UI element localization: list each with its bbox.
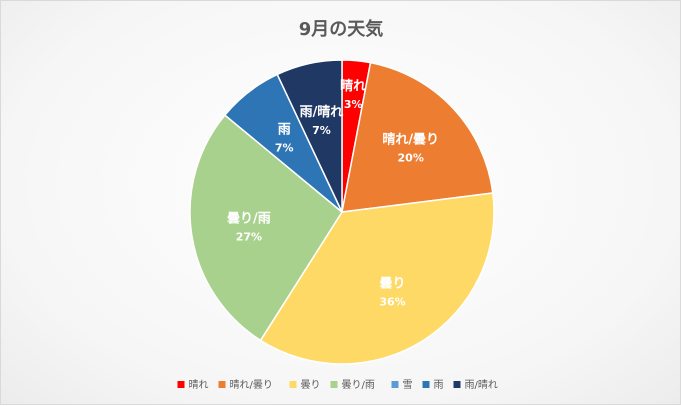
- slice-percent-label: 27%: [236, 231, 262, 244]
- legend-swatch: [422, 381, 430, 388]
- slice-percent-label: 20%: [398, 151, 424, 164]
- legend-swatch: [177, 381, 185, 388]
- slice-category-label: 曇り/雨: [227, 212, 271, 227]
- legend-entry-label: 曇り: [301, 379, 321, 391]
- slice-category-label: 雨/晴れ: [300, 104, 344, 120]
- slice-percent-label: 7%: [275, 142, 294, 155]
- slice-percent-label: 7%: [312, 124, 331, 137]
- slice-category-label: 晴れ/曇り: [382, 131, 439, 147]
- legend-entry-label: 雪: [403, 379, 413, 391]
- legend-entry-label: 晴れ/曇り: [230, 378, 273, 391]
- legend-swatch: [289, 381, 297, 388]
- slice-percent-label: 36%: [379, 296, 405, 309]
- pie-slice-4: [189, 114, 343, 342]
- slice-category-label: 曇り: [379, 277, 405, 292]
- legend-entry-label: 曇り/雨: [342, 379, 375, 391]
- legend-entry-label: 雨/晴れ: [465, 378, 498, 391]
- legend-swatch: [391, 381, 399, 388]
- pie-data-labels: 晴れ 3% 晴れ/曇り 20% 曇り 36% 曇り/雨 27% 雨 7% 雨/晴れ 7%: [227, 78, 439, 309]
- legend-swatch: [330, 381, 338, 388]
- legend-swatch: [218, 381, 226, 388]
- slice-category-label: 晴れ: [340, 78, 366, 94]
- slice-percent-label: 3%: [344, 98, 363, 111]
- legend-swatch: [453, 381, 461, 388]
- pie-slice-7: [276, 59, 343, 213]
- slice-category-label: 雨: [278, 123, 291, 138]
- legend: 晴れ 晴れ/曇り 曇り 曇り/雨 雪 雨 雨/晴れ: [177, 378, 498, 391]
- chart-title: 9月の天気: [299, 18, 384, 40]
- legend-entry-label: 晴れ: [189, 378, 209, 391]
- pie-slice-2: [341, 61, 494, 213]
- pie-slices: [189, 59, 495, 365]
- legend-entry-label: 雨: [434, 380, 444, 391]
- pie-slice-3: [259, 192, 495, 365]
